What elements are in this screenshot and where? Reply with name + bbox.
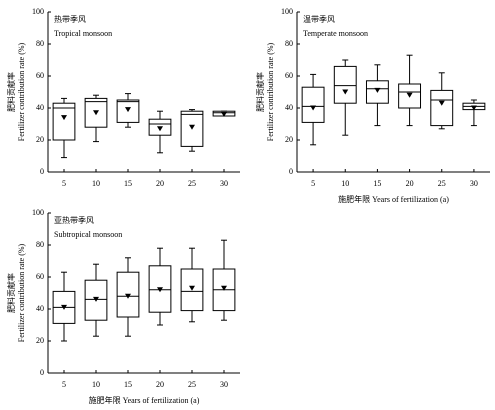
x-label: 施肥年限 Years of fertilization (a) xyxy=(89,395,200,405)
x-tick-label: 15 xyxy=(124,380,132,389)
y-tick-label: 100 xyxy=(281,7,293,16)
x-tick-label: 5 xyxy=(62,380,66,389)
mean-marker xyxy=(221,285,227,291)
panel-subtitle: Temperate monsoon xyxy=(303,29,368,38)
mean-marker xyxy=(61,115,67,121)
mean-marker xyxy=(93,110,99,116)
y-tick-label: 0 xyxy=(289,167,293,176)
x-tick-label: 20 xyxy=(406,179,414,188)
x-tick-label: 25 xyxy=(438,179,446,188)
x-tick-label: 30 xyxy=(220,380,228,389)
mean-marker xyxy=(189,285,195,291)
x-tick-label: 20 xyxy=(156,179,164,188)
x-tick-label: 5 xyxy=(311,179,315,188)
y-label: 肥料贡献率 xyxy=(6,72,16,112)
box xyxy=(52,102,76,141)
y-tick-label: 20 xyxy=(285,135,293,144)
y-label: Fertilizer contribution rate (%) xyxy=(17,42,26,141)
x-tick-label: 10 xyxy=(92,179,100,188)
mean-marker xyxy=(125,293,131,299)
mean-marker xyxy=(342,89,349,95)
mean-marker xyxy=(157,287,163,293)
y-tick-label: 80 xyxy=(285,39,293,48)
mean-marker xyxy=(189,124,195,130)
y-label: Fertilizer contribution rate (%) xyxy=(266,42,275,141)
x-tick-label: 25 xyxy=(188,380,196,389)
x-tick-label: 30 xyxy=(470,179,478,188)
x-tick-label: 10 xyxy=(341,179,349,188)
mean-marker xyxy=(310,105,317,111)
y-label: 肥料贡献率 xyxy=(6,273,16,313)
y-label: 肥料贡献率 xyxy=(255,72,265,112)
x-label: 施肥年限 Years of fertilization (a) xyxy=(338,194,449,204)
y-tick-label: 60 xyxy=(285,71,293,80)
y-tick-label: 20 xyxy=(36,336,44,345)
panel-title: 热带季风 xyxy=(54,14,86,24)
mean-marker xyxy=(61,304,67,310)
y-tick-label: 40 xyxy=(285,103,293,112)
x-tick-label: 25 xyxy=(188,179,196,188)
panel-title: 亚热带季风 xyxy=(54,215,94,225)
y-tick-label: 0 xyxy=(40,167,44,176)
y-tick-label: 20 xyxy=(36,135,44,144)
y-tick-label: 100 xyxy=(32,208,44,217)
box xyxy=(430,89,454,127)
panel-subtitle: Tropical monsoon xyxy=(54,29,112,38)
y-tick-label: 80 xyxy=(36,39,44,48)
y-tick-label: 60 xyxy=(36,71,44,80)
y-tick-label: 40 xyxy=(36,304,44,313)
panel-subtitle: Subtropical monsoon xyxy=(54,230,122,239)
x-tick-label: 15 xyxy=(124,179,132,188)
x-tick-label: 5 xyxy=(62,179,66,188)
x-tick-label: 20 xyxy=(156,380,164,389)
y-tick-label: 60 xyxy=(36,272,44,281)
x-tick-label: 30 xyxy=(220,179,228,188)
mean-marker xyxy=(157,126,163,132)
y-tick-label: 80 xyxy=(36,240,44,249)
box xyxy=(301,86,325,123)
box xyxy=(333,65,357,104)
y-tick-label: 40 xyxy=(36,103,44,112)
mean-marker xyxy=(470,105,477,111)
mean-marker xyxy=(125,107,131,113)
mean-marker xyxy=(438,100,445,106)
mean-marker xyxy=(221,111,227,117)
y-label: Fertilizer contribution rate (%) xyxy=(17,243,26,342)
panel-title: 温带季风 xyxy=(303,14,335,24)
mean-marker xyxy=(406,92,413,98)
mean-marker xyxy=(93,296,99,302)
mean-marker xyxy=(374,87,381,93)
y-tick-label: 100 xyxy=(32,7,44,16)
x-tick-label: 15 xyxy=(373,179,381,188)
x-tick-label: 10 xyxy=(92,380,100,389)
y-tick-label: 0 xyxy=(40,368,44,377)
